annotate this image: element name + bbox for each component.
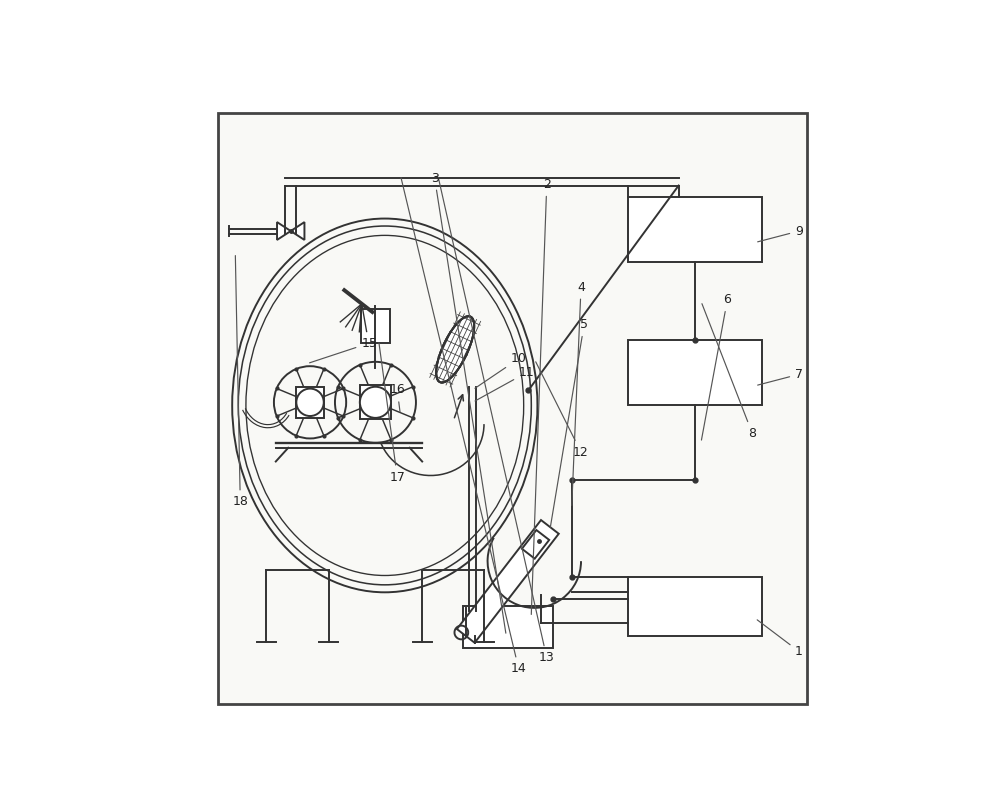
Polygon shape: [291, 222, 304, 240]
Text: 9: 9: [758, 225, 803, 242]
Text: 2: 2: [531, 178, 551, 615]
Text: 15: 15: [310, 337, 377, 362]
Text: 8: 8: [702, 303, 756, 440]
Polygon shape: [436, 316, 474, 383]
Bar: [628, 340, 762, 405]
Text: 10: 10: [475, 352, 527, 388]
Text: 14: 14: [401, 178, 527, 676]
Circle shape: [296, 388, 324, 416]
Text: 4: 4: [572, 281, 585, 506]
Bar: [296, 387, 324, 418]
Bar: [628, 577, 762, 636]
Text: 12: 12: [536, 362, 589, 459]
Text: 7: 7: [758, 368, 803, 385]
Circle shape: [296, 388, 324, 416]
Text: 13: 13: [438, 178, 555, 664]
Bar: [463, 606, 553, 648]
Circle shape: [360, 387, 391, 418]
Polygon shape: [277, 222, 291, 240]
Bar: [628, 197, 762, 262]
Text: 5: 5: [550, 318, 588, 527]
Text: 11: 11: [475, 366, 535, 401]
Polygon shape: [522, 530, 549, 559]
Text: 18: 18: [232, 256, 248, 509]
Text: 6: 6: [701, 293, 731, 440]
Bar: [361, 309, 390, 343]
Polygon shape: [457, 520, 559, 643]
Text: 3: 3: [431, 172, 506, 633]
Text: 1: 1: [757, 620, 803, 658]
Text: 17: 17: [379, 343, 405, 484]
Circle shape: [360, 387, 391, 418]
Bar: [360, 385, 391, 419]
Text: 16: 16: [389, 383, 405, 412]
